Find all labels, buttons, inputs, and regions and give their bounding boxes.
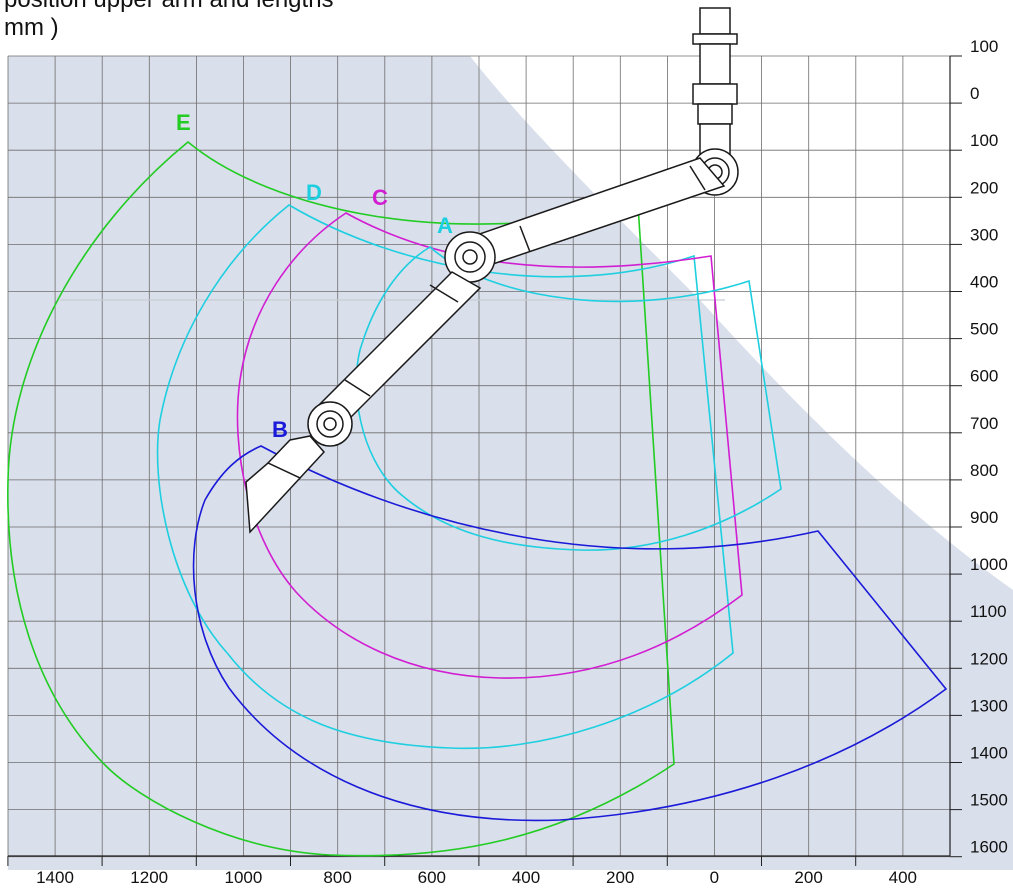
y-tick-label: 1300	[970, 696, 1008, 715]
y-tick-label: 1400	[970, 744, 1008, 763]
reach-curves	[7, 140, 948, 857]
label-e: E	[176, 110, 191, 135]
x-tick-label: 800	[323, 868, 351, 887]
x-tick-label: 600	[418, 868, 446, 887]
y-tick-label: 500	[970, 320, 998, 339]
y-tick-label: 1100	[970, 602, 1007, 621]
curve-e	[7, 140, 675, 857]
y-axis: 1000100200300400500600700800900100011001…	[949, 37, 1008, 858]
x-tick-label: 200	[606, 868, 634, 887]
y-tick-label: 0	[970, 84, 979, 103]
x-tick-label: 200	[794, 868, 822, 887]
y-tick-label: 400	[970, 273, 998, 292]
y-tick-label: 300	[970, 225, 998, 244]
curve-b	[192, 445, 948, 822]
y-tick-label: 100	[970, 131, 998, 150]
x-tick-label: 400	[889, 868, 917, 887]
curve-a	[355, 246, 782, 551]
x-tick-label: 1200	[130, 868, 168, 887]
label-a: A	[437, 213, 453, 238]
y-tick-label: 200	[970, 178, 998, 197]
y-tick-label: 800	[970, 461, 998, 480]
diagram-caption-line2: mm )	[4, 14, 59, 41]
y-tick-label: 700	[970, 414, 998, 433]
y-tick-label: 600	[970, 367, 998, 386]
x-tick-label: 1000	[224, 868, 262, 887]
y-tick-label: 1200	[970, 649, 1008, 668]
x-tick-label: 400	[512, 868, 540, 887]
y-tick-label: 1600	[970, 838, 1008, 857]
curve-d	[156, 204, 734, 750]
y-tick-label: 1000	[970, 555, 1008, 574]
diagram-caption-line1: position upper arm and lengths	[4, 0, 334, 14]
label-c: C	[372, 185, 388, 210]
x-tick-label: 1400	[36, 868, 74, 887]
label-d: D	[306, 180, 322, 205]
label-b: B	[272, 417, 288, 442]
x-tick-label: 0	[710, 868, 719, 887]
y-tick-label: 100	[970, 37, 998, 56]
y-tick-label: 1500	[970, 791, 1008, 810]
x-axis: 1400 1200 1000 800 600 400 200 0 200 400	[7, 855, 950, 887]
articulated-arm-icon	[245, 7, 739, 534]
curve-c	[236, 212, 743, 679]
y-tick-label: 900	[970, 508, 998, 527]
